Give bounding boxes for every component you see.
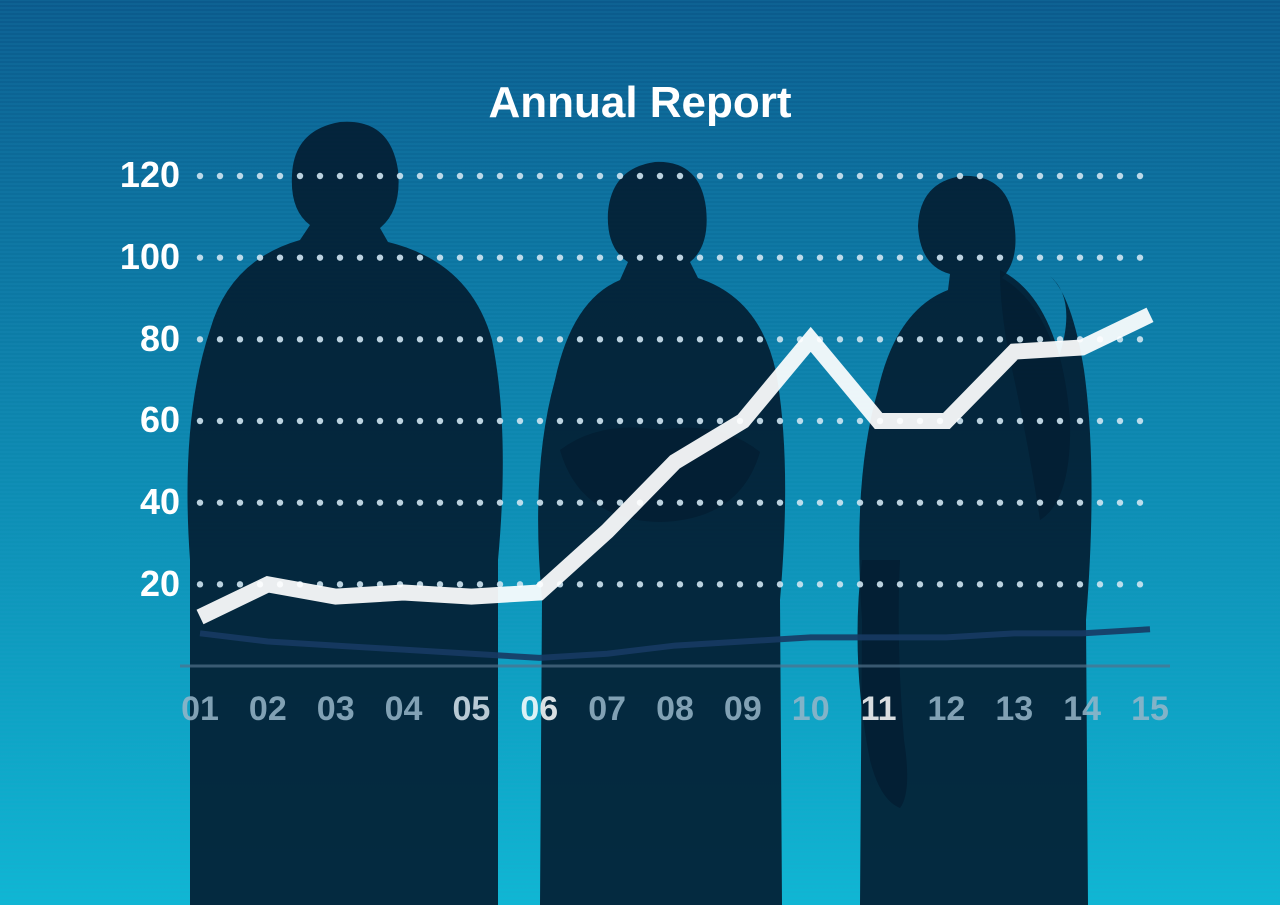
chart-title: Annual Report: [0, 78, 1280, 128]
ytick-label: 100: [80, 236, 180, 278]
xtick-label: 12: [914, 690, 978, 729]
xtick-label: 06: [507, 690, 571, 729]
xtick-label: 04: [372, 690, 436, 729]
xtick-label: 07: [575, 690, 639, 729]
chart-svg: [0, 0, 1280, 905]
xtick-label: 15: [1118, 690, 1182, 729]
xtick-label: 08: [643, 690, 707, 729]
xtick-label: 13: [982, 690, 1046, 729]
ytick-label: 120: [80, 154, 180, 196]
xtick-label: 11: [847, 690, 911, 729]
xtick-label: 02: [236, 690, 300, 729]
xtick-label: 05: [439, 690, 503, 729]
xtick-label: 09: [711, 690, 775, 729]
ytick-label: 80: [80, 318, 180, 360]
ytick-label: 60: [80, 399, 180, 441]
ytick-label: 40: [80, 481, 180, 523]
chart-stage: Annual Report 20406080100120 01020304050…: [0, 0, 1280, 905]
xtick-label: 03: [304, 690, 368, 729]
ytick-label: 20: [80, 563, 180, 605]
xtick-label: 01: [168, 690, 232, 729]
xtick-label: 14: [1050, 690, 1114, 729]
xtick-label: 10: [779, 690, 843, 729]
